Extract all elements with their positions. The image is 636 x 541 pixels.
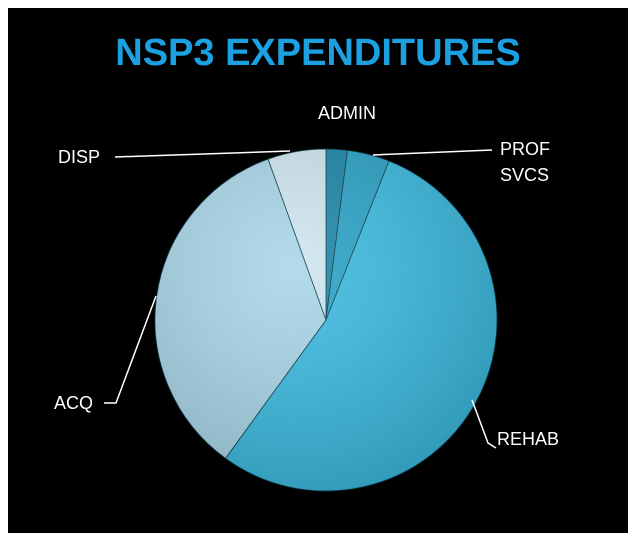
slice-label: ADMIN (318, 103, 376, 123)
leader-line (114, 150, 291, 158)
slice-label: PROF SVCS (500, 139, 551, 185)
chart-title: NSP3 EXPENDITURES (115, 32, 521, 74)
leader-line (471, 399, 497, 449)
leader-lines (104, 149, 497, 449)
leader-line (104, 295, 157, 404)
slice-label: ACQ (54, 393, 94, 413)
slice-label: REHAB (497, 429, 560, 449)
leader-line (372, 149, 493, 156)
slice-label: DISP (58, 147, 101, 167)
pie (154, 148, 498, 492)
